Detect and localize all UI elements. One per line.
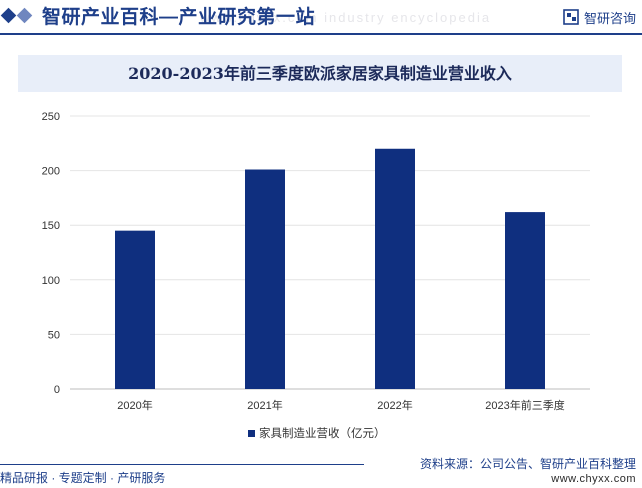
chart-title: 2020-2023年前三季度欧派家居家具制造业营业收入 (18, 55, 622, 92)
header-rule (0, 33, 642, 35)
header-watermark: www.chyxx.com industry encyclopedia (200, 10, 492, 25)
y-tick-label: 250 (42, 111, 60, 123)
y-tick-label: 150 (42, 220, 60, 232)
top-header: www.chyxx.com industry encyclopedia 智研产业… (0, 0, 642, 35)
footer-source: 资料来源：公司公告、智研产业百科整理 (419, 457, 636, 471)
x-tick-label: 2023年前三季度 (485, 398, 564, 412)
logo-text: 智研咨询 (583, 10, 636, 26)
bar (505, 212, 545, 389)
brand-title: 智研产业百科—产业研究第一站 (42, 7, 316, 28)
bar (115, 230, 155, 389)
bar (375, 148, 415, 389)
legend-swatch (248, 429, 255, 437)
x-tick-label: 2021年 (247, 398, 282, 412)
y-tick-label: 100 (42, 275, 60, 287)
y-tick-label: 0 (54, 384, 60, 396)
brand-logo[interactable]: 智研咨询 (563, 8, 636, 26)
x-tick-label: 2022年 (377, 398, 412, 412)
chart-legend: 家具制造业营收（亿元） (248, 425, 386, 441)
footer-url[interactable]: www.chyxx.com (551, 473, 636, 485)
zhiyan-logo-icon (563, 9, 579, 25)
bar (245, 169, 285, 389)
y-tick-label: 200 (42, 166, 60, 178)
y-tick-label: 50 (48, 329, 60, 341)
x-tick-label: 2020年 (117, 398, 152, 412)
footer-services: 精品研报 · 专题定制 · 产研服务 (0, 464, 364, 486)
legend-label: 家具制造业营收（亿元） (259, 428, 386, 440)
